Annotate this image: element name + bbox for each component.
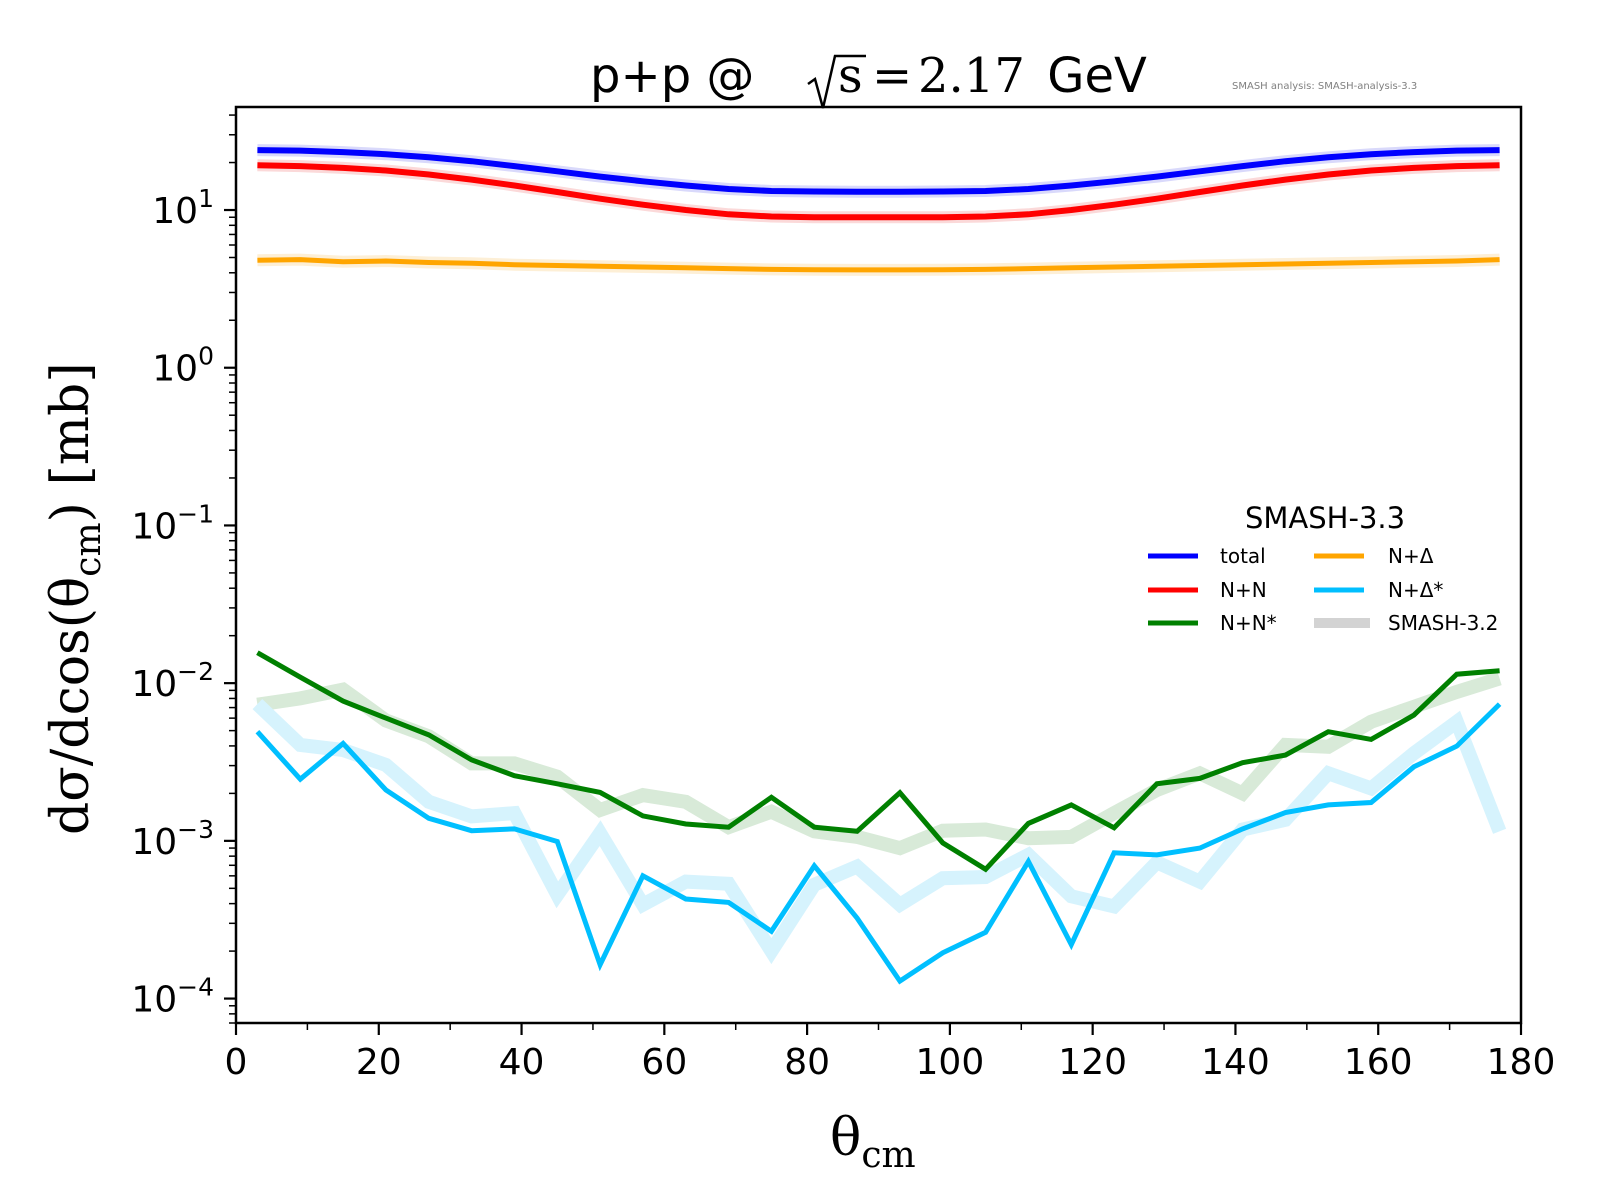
- x-tick-label: 120: [1058, 1042, 1127, 1083]
- y-tick-label: 10−2: [131, 657, 214, 705]
- legend-label-total: total: [1220, 544, 1266, 568]
- y-axis-label-pre: dσ/dcos(θ: [41, 577, 101, 835]
- y-axis: 101 100 10−1 10−2 10−3 10−4: [131, 114, 236, 1024]
- legend-label-reference: SMASH-3.2: [1388, 611, 1498, 635]
- x-tick-label: 180: [1487, 1042, 1556, 1083]
- chart-title: p+p @ s = 2.17 GeV: [590, 48, 1147, 109]
- x-tick-label: 40: [499, 1042, 545, 1083]
- series-line-nn: [257, 162, 1500, 221]
- y-tick-label: 10−1: [131, 499, 214, 547]
- legend-title: SMASH-3.3: [1245, 501, 1405, 535]
- y-tick-label: 100: [152, 342, 214, 390]
- legend-label-nn: N+N: [1220, 578, 1267, 602]
- series-line-total: [257, 147, 1500, 195]
- title-prefix: p+p @: [590, 48, 770, 104]
- x-tick-label: 0: [225, 1042, 248, 1083]
- x-tick-label: 160: [1344, 1042, 1413, 1083]
- title-energy-value: 2.17: [918, 48, 1025, 104]
- series-line-ndeltastar: [255, 702, 1502, 985]
- y-tick-label: 10−4: [131, 973, 214, 1021]
- x-axis-label-sub: cm: [861, 1135, 915, 1176]
- x-tick-label: 100: [916, 1042, 985, 1083]
- title-sqrt-var: s: [838, 48, 863, 104]
- legend-label-ndelta: N+Δ: [1388, 544, 1434, 568]
- y-axis-label: dσ/dcos(θcm) [mb]: [41, 362, 109, 835]
- series-line-ndelta: [257, 257, 1500, 273]
- x-tick-label: 80: [784, 1042, 830, 1083]
- x-tick-label: 140: [1201, 1042, 1270, 1083]
- legend: SMASH-3.3 total N+N N+N* N+Δ N+Δ* SMASH-3.2: [1148, 501, 1498, 635]
- series-line-nnstar-ref: [256, 671, 1502, 856]
- x-tick-label: 60: [641, 1042, 687, 1083]
- series-line-nnstar: [256, 650, 1500, 873]
- plot-lines: [252, 144, 1507, 985]
- legend-label-nnstar: N+N*: [1220, 611, 1277, 635]
- y-axis-label-sub: cm: [68, 522, 109, 576]
- y-tick-label: 101: [152, 184, 214, 232]
- x-axis: 0 20 40 60 80 100 120 140 160 180: [225, 1023, 1556, 1083]
- y-tick-label: 10−3: [131, 815, 214, 863]
- y-axis-label-post: ) [mb]: [41, 362, 101, 522]
- watermark-text: SMASH analysis: SMASH-analysis-3.3: [1232, 81, 1417, 92]
- title-unit: GeV: [1032, 48, 1147, 104]
- title-equals: =: [872, 48, 912, 104]
- x-axis-label: θcm: [830, 1108, 916, 1176]
- legend-label-ndeltastar: N+Δ*: [1388, 578, 1443, 602]
- x-axis-label-main: θ: [830, 1108, 861, 1168]
- x-tick-label: 20: [356, 1042, 402, 1083]
